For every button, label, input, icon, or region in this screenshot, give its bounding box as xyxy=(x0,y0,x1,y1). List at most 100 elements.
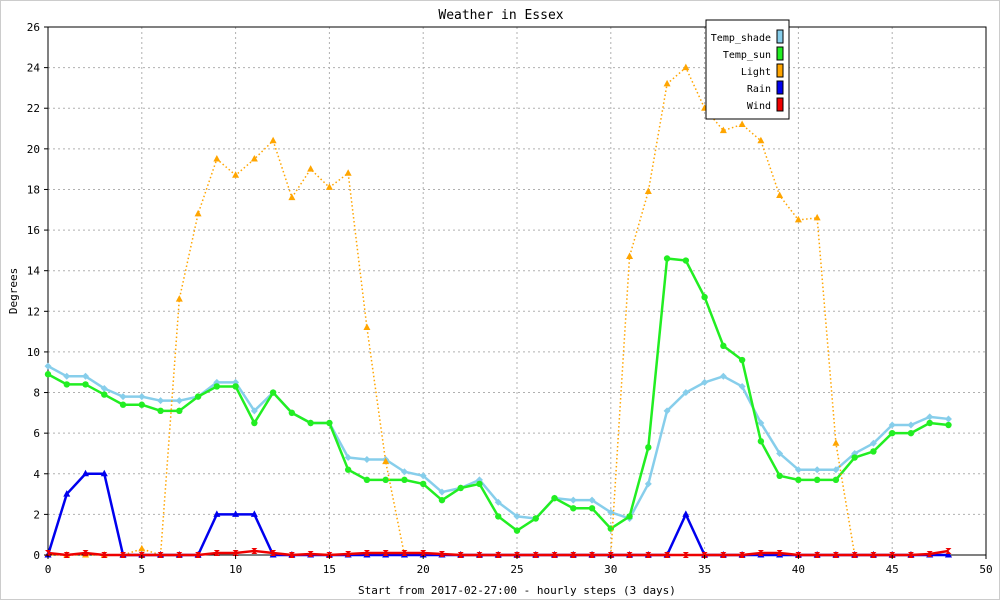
data-point-light xyxy=(626,252,634,259)
data-point-temp-sun xyxy=(63,381,70,388)
data-point-temp-sun xyxy=(194,393,202,400)
legend-item-wind: Wind xyxy=(747,97,784,112)
data-point-wind xyxy=(288,552,295,558)
data-point-rain xyxy=(82,469,90,477)
data-point-rain xyxy=(944,551,952,558)
legend-box xyxy=(705,19,790,120)
data-point-temp-sun xyxy=(551,494,558,502)
y-tick-label: 26 xyxy=(27,21,40,34)
data-point-wind xyxy=(832,552,839,558)
data-point-light xyxy=(344,169,352,176)
y-tick-label: 4 xyxy=(33,468,40,481)
data-point-wind xyxy=(438,550,445,557)
x-tick-label: 35 xyxy=(698,563,711,576)
data-point-wind xyxy=(776,549,783,556)
data-point-temp-sun xyxy=(682,257,690,264)
data-point-wind xyxy=(120,552,127,558)
data-point-temp-shade xyxy=(944,415,952,423)
y-tick-label: 2 xyxy=(33,508,40,521)
grid-layer xyxy=(48,27,986,555)
x-tick-label: 15 xyxy=(323,563,336,576)
x-tick-label: 25 xyxy=(510,563,523,576)
legend-swatch xyxy=(776,29,784,44)
legend-swatch xyxy=(776,46,784,61)
chart-title: Weather in Essex xyxy=(438,8,563,23)
data-point-temp-shade xyxy=(907,421,915,429)
legend-item-temp-shade: Temp_shade xyxy=(711,29,784,44)
data-point-light xyxy=(738,120,746,127)
data-point-wind xyxy=(420,549,427,556)
data-point-temp-sun xyxy=(532,515,539,522)
data-point-wind xyxy=(495,552,502,558)
data-point-rain xyxy=(100,469,108,477)
data-point-temp-sun xyxy=(307,419,314,427)
y-tick-label: 18 xyxy=(27,183,40,196)
data-point-wind xyxy=(382,549,389,556)
data-point-wind xyxy=(457,552,464,558)
data-point-temp-sun xyxy=(288,409,296,417)
data-point-temp-sun xyxy=(82,381,89,388)
data-point-temp-shade xyxy=(494,498,502,506)
data-point-wind xyxy=(345,550,352,557)
data-point-temp-sun xyxy=(513,527,521,534)
data-point-temp-sun xyxy=(776,472,783,479)
data-point-light xyxy=(794,215,802,223)
data-point-temp-shade xyxy=(175,397,183,405)
data-point-temp-sun xyxy=(382,476,389,484)
data-point-temp-sun xyxy=(363,476,371,484)
data-point-wind xyxy=(645,552,652,558)
data-point-wind xyxy=(551,552,558,558)
data-point-temp-sun xyxy=(795,476,802,484)
y-tick-label: 16 xyxy=(27,224,40,237)
data-point-wind xyxy=(757,549,764,556)
data-point-temp-sun xyxy=(813,476,821,484)
data-point-temp-shade xyxy=(926,413,934,421)
data-point-temp-sun xyxy=(926,419,933,427)
data-point-temp-shade xyxy=(588,496,596,504)
y-axis-title: Degrees xyxy=(7,268,20,314)
y-tick-label: 14 xyxy=(27,265,41,278)
data-point-temp-sun xyxy=(269,389,277,396)
data-point-rain xyxy=(250,510,258,517)
series-layer xyxy=(44,63,952,558)
data-point-wind xyxy=(945,547,952,554)
x-axis-title: Start from 2017-02-27:00 - hourly steps … xyxy=(358,584,676,597)
data-point-temp-sun xyxy=(570,505,577,512)
data-point-light xyxy=(719,126,727,134)
data-point-light xyxy=(325,183,333,190)
data-point-temp-sun xyxy=(420,480,427,488)
data-point-wind xyxy=(739,552,746,558)
data-point-wind xyxy=(307,550,314,557)
data-point-temp-sun xyxy=(588,505,596,512)
data-point-temp-shade xyxy=(513,512,521,520)
legend-label: Light xyxy=(741,67,771,78)
data-point-wind xyxy=(232,549,239,556)
data-point-wind xyxy=(401,549,408,556)
data-point-temp-sun xyxy=(645,444,652,451)
x-tick-label: 20 xyxy=(417,563,430,576)
data-point-rain xyxy=(213,510,221,517)
data-point-temp-shade xyxy=(419,472,427,480)
series-line-temp-sun xyxy=(47,257,949,532)
data-point-temp-sun xyxy=(720,342,727,350)
data-point-light xyxy=(832,439,840,446)
data-point-temp-shade xyxy=(100,384,108,392)
data-point-wind xyxy=(570,552,577,558)
y-tick-label: 12 xyxy=(27,305,40,318)
data-point-temp-shade xyxy=(250,407,258,415)
data-point-wind xyxy=(82,549,89,556)
data-point-wind xyxy=(213,549,220,556)
data-point-rain xyxy=(232,510,240,517)
data-point-temp-sun xyxy=(232,383,239,390)
data-point-rain xyxy=(682,510,690,517)
data-point-light xyxy=(138,544,146,552)
data-point-temp-shade xyxy=(757,419,765,427)
data-point-light xyxy=(644,187,652,194)
data-point-temp-sun xyxy=(401,476,408,484)
data-point-temp-sun xyxy=(663,255,671,262)
data-point-temp-sun xyxy=(832,476,840,484)
data-point-temp-shade xyxy=(682,389,690,397)
data-point-temp-sun xyxy=(138,401,145,408)
data-point-temp-sun xyxy=(851,454,858,461)
data-point-wind xyxy=(664,552,671,558)
